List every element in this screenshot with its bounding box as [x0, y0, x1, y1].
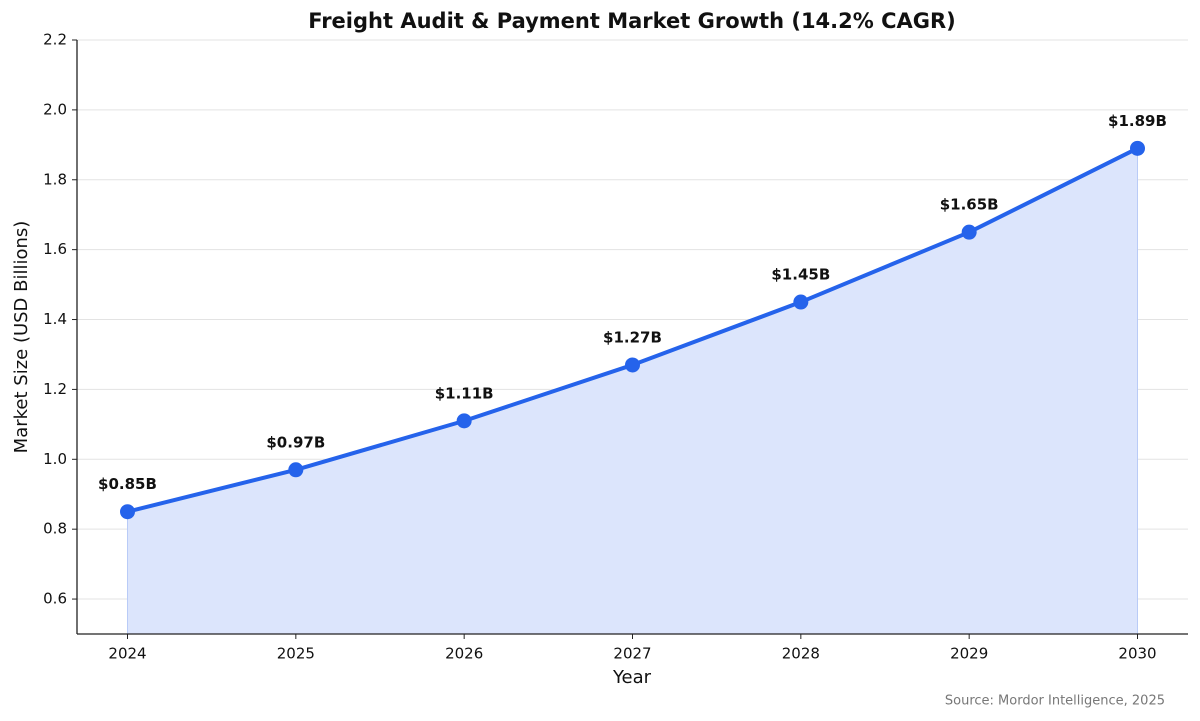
- y-tick-label: 1.4: [43, 310, 67, 328]
- y-tick-label: 1.0: [43, 450, 67, 468]
- x-tick-label: 2024: [108, 645, 146, 663]
- x-tick-label: 2027: [613, 645, 651, 663]
- y-tick-label: 2.2: [43, 31, 67, 49]
- y-tick-label: 0.6: [43, 590, 67, 608]
- value-label: $1.65B: [940, 196, 999, 214]
- y-tick-label: 2.0: [43, 100, 67, 118]
- x-axis-label: Year: [612, 667, 652, 688]
- y-tick-label: 1.2: [43, 380, 67, 398]
- point: [961, 224, 977, 240]
- value-label: $0.85B: [98, 475, 157, 493]
- point: [1130, 140, 1145, 156]
- value-label: $1.45B: [771, 266, 830, 284]
- point: [456, 413, 472, 429]
- x-tick-label: 2029: [950, 645, 988, 663]
- x-tick-label: 2030: [1118, 645, 1156, 663]
- x-tick-label: 2026: [445, 645, 483, 663]
- x-tick-label: 2025: [277, 645, 315, 663]
- point: [793, 294, 809, 310]
- value-label: $1.27B: [603, 328, 662, 346]
- source-note: Source: Mordor Intelligence, 2025: [945, 694, 1165, 709]
- value-label: $1.11B: [435, 384, 494, 402]
- value-label: $0.97B: [266, 433, 325, 451]
- value-label: $1.89B: [1108, 112, 1167, 130]
- point: [288, 462, 304, 478]
- y-tick-label: 0.8: [43, 520, 67, 538]
- x-tick-label: 2028: [782, 645, 820, 663]
- point: [120, 504, 135, 520]
- y-tick-label: 1.6: [43, 240, 67, 258]
- y-tick-label: 1.8: [43, 170, 67, 188]
- area: [127, 147, 1138, 635]
- chart-title: Freight Audit & Payment Market Growth (1…: [308, 9, 956, 33]
- y-axis-label: Market Size (USD Billions): [11, 221, 32, 454]
- point: [625, 357, 640, 373]
